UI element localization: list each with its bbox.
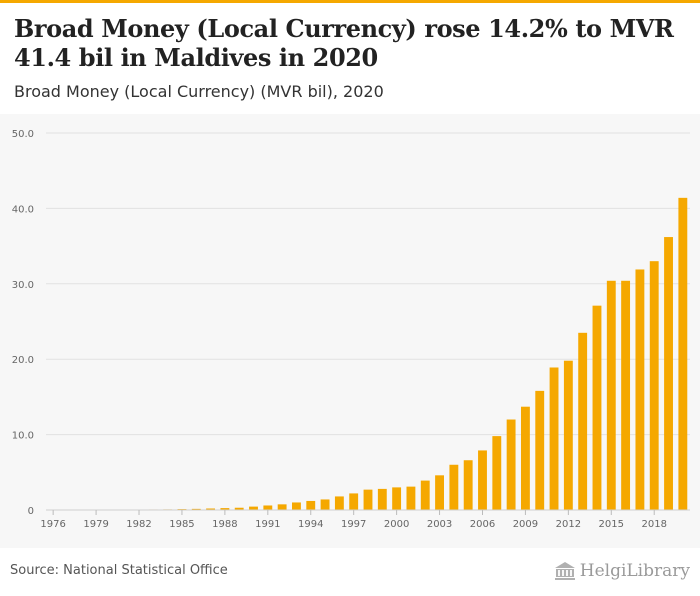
brand-logo[interactable]: HelgiLibrary [554,561,690,581]
bars [48,197,688,510]
x-tick-label: 2012 [556,519,581,530]
bar [435,475,444,510]
x-tick-label: 1982 [126,519,151,530]
bar [392,487,402,510]
bar [463,460,473,510]
bar [277,504,287,510]
bar [678,197,688,510]
bar [549,367,559,510]
x-tick-label: 2009 [513,519,538,530]
x-axis: 1976 1979 1982 1985 1988 1991 1994 1997 2000 2003… [40,509,690,530]
bar [406,486,416,510]
y-axis: 0 10.0 20.0 30.0 40.0 50.0 [12,129,34,517]
x-tick-label: 2018 [641,519,666,530]
x-tick-label: 2015 [599,519,624,530]
bar [420,480,430,510]
x-tick-label: 1985 [169,519,194,530]
bar [377,488,387,510]
y-tick-label: 10.0 [12,431,34,442]
bar [649,261,659,510]
bar [234,507,244,510]
chart-title: Broad Money (Local Currency) rose 14.2% … [14,14,674,72]
x-tick-label: 1976 [40,519,65,530]
chart-subtitle: Broad Money (Local Currency) (MVR bil), … [14,82,384,101]
bar [520,406,530,510]
bar [349,493,359,510]
bar [206,508,216,510]
bar [263,505,273,510]
y-tick-label: 0 [28,506,34,517]
bar [621,280,631,510]
y-tick-label: 40.0 [12,204,34,215]
bar [334,496,344,510]
x-tick-label: 1979 [83,519,108,530]
bar [578,332,588,510]
y-tick-label: 50.0 [12,129,34,140]
bar [492,436,502,510]
bar [292,502,301,510]
bar [449,464,459,510]
source-note: Source: National Statistical Office [10,563,228,578]
bar [191,508,201,510]
bar [563,360,573,510]
x-tick-label: 1991 [255,519,280,530]
bar [606,280,616,510]
bar [363,489,373,510]
bar [535,390,545,510]
x-tick-label: 1997 [341,519,366,530]
y-tick-label: 20.0 [12,355,34,366]
x-tick-label: 2006 [470,519,495,530]
x-tick-label: 1988 [212,519,237,530]
bar [220,508,230,510]
bar [306,500,316,510]
bar [506,419,516,510]
brand-name: HelgiLibrary [579,561,690,581]
x-tick-label: 2003 [427,519,452,530]
x-tick-label: 2000 [384,519,409,530]
y-tick-label: 30.0 [12,280,34,291]
bar [664,237,673,510]
bar [320,499,330,510]
bar [478,450,487,510]
accent-top-bar [0,0,700,3]
x-tick-label: 1994 [298,519,323,530]
library-building-icon [554,562,575,580]
bar [592,305,602,510]
bar [249,506,258,510]
bar [635,269,645,510]
